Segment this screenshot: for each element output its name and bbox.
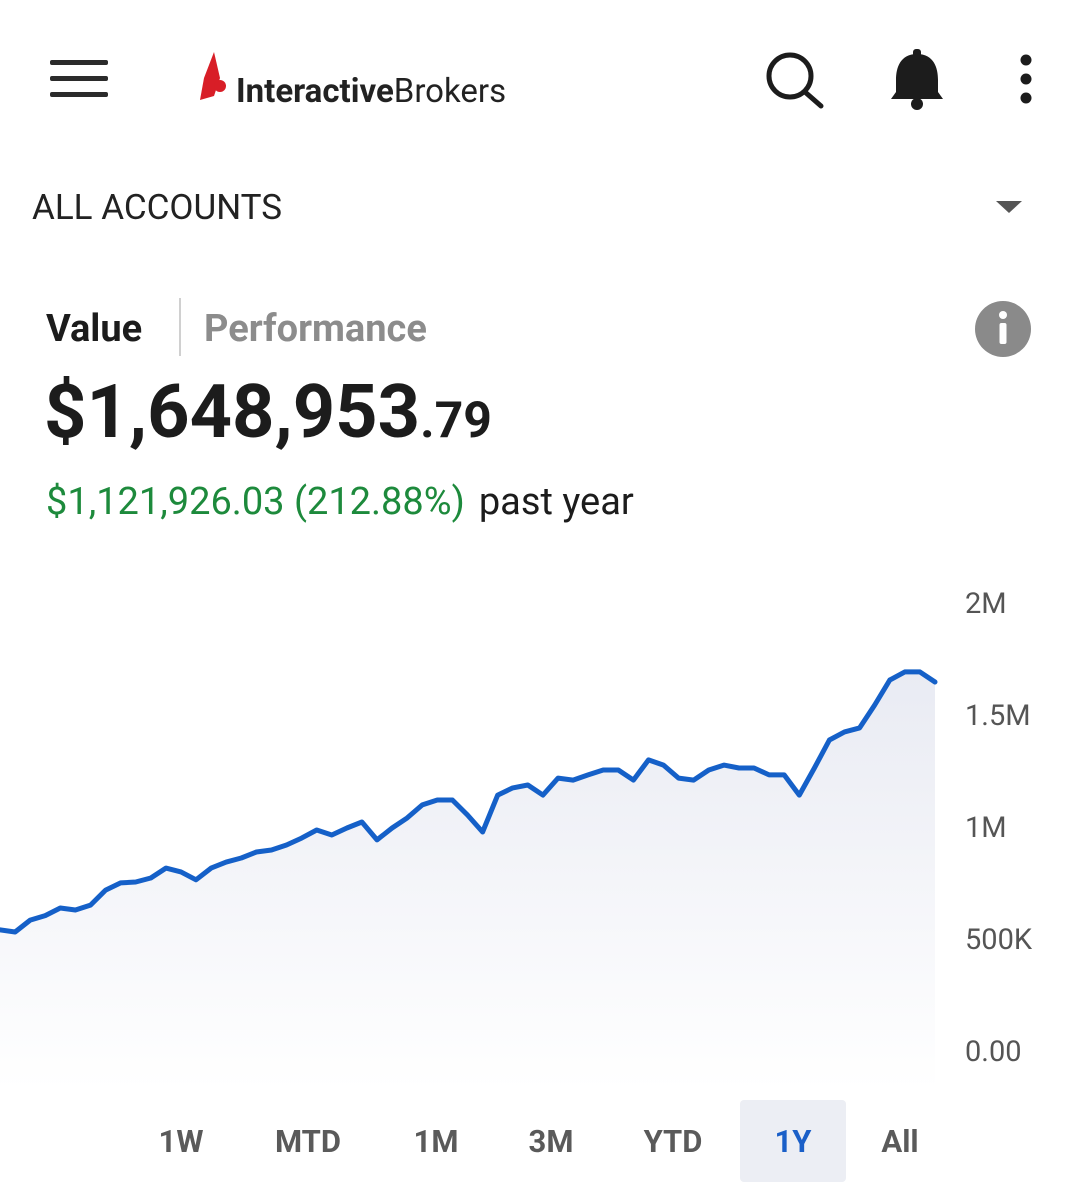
tab[interactable]: Value [46, 307, 142, 351]
range-button[interactable]: 1M [414, 1123, 459, 1160]
logo-mark [200, 52, 226, 100]
y-tick-label: 1M [965, 811, 1007, 845]
value-main: $1,648,953 [44, 369, 420, 456]
range-button[interactable]: 1W [159, 1123, 204, 1160]
value-cents: .79 [420, 392, 492, 450]
range-button[interactable]: YTD [644, 1123, 703, 1160]
info-button[interactable] [975, 301, 1031, 357]
range-selected-bg [740, 1100, 846, 1182]
logo-text: InteractiveBrokers [236, 72, 506, 111]
change-period: past year [479, 480, 634, 524]
range-button[interactable]: 1Y [775, 1123, 813, 1160]
menu-button[interactable] [50, 60, 108, 97]
account-label: ALL ACCOUNTS [32, 187, 282, 228]
tab[interactable]: Performance [204, 307, 427, 351]
chart: 0.00 500K 1M 1.5M 2M [0, 587, 1033, 1090]
line [0, 669, 938, 935]
range-selector: 1W MTD 1M 3M YTD 1Y All [159, 1100, 919, 1182]
y-tick-label: 1.5M [965, 699, 1031, 733]
change-amount: $1,121,926.03 (212.88%) [46, 480, 465, 524]
account-value: $1,648,953.79 [44, 369, 492, 456]
range-button[interactable]: All [881, 1123, 918, 1160]
search-button[interactable] [766, 52, 824, 109]
y-tick-label: 500K [965, 923, 1033, 957]
y-tick-label: 0.00 [965, 1035, 1022, 1069]
notifications-button[interactable] [891, 49, 943, 110]
y-tick-label: 2M [965, 587, 1007, 621]
logo-bold: Interactive [236, 72, 394, 111]
range-button[interactable]: MTD [275, 1123, 341, 1160]
more-button[interactable] [1020, 54, 1032, 104]
logo-regular: Brokers [394, 72, 506, 111]
account-selector[interactable]: ALL ACCOUNTS [32, 187, 1022, 228]
change-line: $1,121,926.03 (212.88%) past year [46, 480, 634, 524]
range-button[interactable]: 3M [529, 1123, 574, 1160]
